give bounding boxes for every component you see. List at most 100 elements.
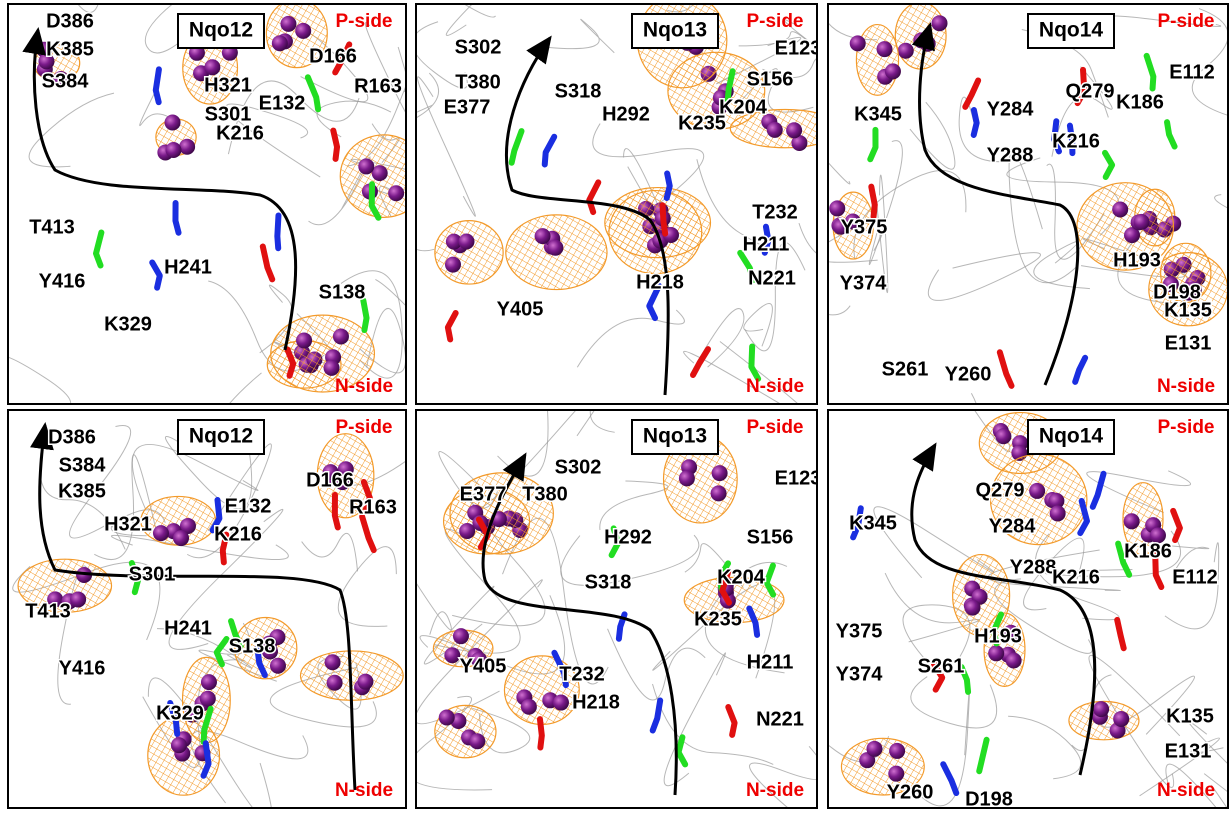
- water-sphere: [995, 428, 1011, 444]
- water-sphere: [459, 523, 475, 539]
- water-sphere: [272, 35, 288, 51]
- residue-label: T413: [29, 216, 75, 238]
- water-sphere: [153, 525, 169, 541]
- residue-label: D386: [46, 10, 94, 32]
- water-sphere: [1134, 214, 1150, 230]
- residue-label: K186: [1124, 540, 1172, 562]
- residue-label: Y374: [836, 663, 884, 685]
- residue-label: S156: [747, 68, 794, 90]
- residue-label: E132: [225, 495, 272, 517]
- water-sphere: [445, 257, 461, 273]
- residue-label: Y374: [840, 272, 888, 294]
- water-sphere: [325, 654, 341, 670]
- residue-stick: [175, 203, 178, 233]
- residue-label: Y405: [497, 298, 544, 320]
- water-sphere: [1113, 711, 1129, 727]
- residue-label: S138: [229, 635, 276, 657]
- residue-label: S156: [747, 526, 794, 548]
- water-sphere: [70, 591, 86, 607]
- residue-label: H292: [602, 103, 650, 125]
- n-side-label: N-side: [746, 376, 804, 397]
- residue-label: S384: [42, 70, 90, 92]
- p-side-label: P-side: [746, 417, 803, 438]
- residue-label: Q279: [976, 479, 1025, 501]
- water-sphere: [296, 332, 312, 348]
- water-sphere: [898, 43, 914, 59]
- residue-label: T232: [559, 663, 605, 685]
- panel-title: Nqo13: [643, 19, 707, 42]
- water-sphere: [459, 234, 475, 250]
- water-sphere: [1050, 505, 1066, 521]
- panel-title: Nqo14: [1039, 19, 1104, 42]
- residue-label: K216: [214, 523, 262, 545]
- water-sphere: [444, 647, 460, 663]
- residue-label: K329: [156, 702, 204, 724]
- panel-title: Nqo13: [643, 425, 707, 448]
- n-side-label: N-side: [746, 780, 804, 801]
- residue-label: H321: [104, 513, 152, 535]
- residue-stick: [363, 300, 366, 330]
- residue-label: N221: [756, 708, 804, 730]
- water-sphere: [165, 114, 181, 130]
- residue-label: Y260: [945, 363, 992, 385]
- residue-label: T232: [752, 201, 798, 223]
- water-sphere: [201, 674, 217, 690]
- water-sphere: [553, 695, 569, 711]
- residue-label: E131: [1165, 740, 1212, 762]
- residue-label: E131: [1165, 332, 1212, 354]
- water-sphere: [1112, 201, 1128, 217]
- water-sphere: [171, 737, 187, 753]
- water-sphere: [388, 185, 404, 201]
- water-sphere: [679, 470, 695, 486]
- water-sphere: [173, 530, 189, 546]
- water-sphere: [469, 733, 485, 749]
- density-mesh: [435, 221, 503, 284]
- residue-label: Y288: [1010, 556, 1057, 578]
- residue-label: D198: [965, 788, 1013, 810]
- residue-label: H292: [604, 526, 652, 548]
- backbone-trace: [0, 657, 8, 725]
- n-side-label: N-side: [1157, 376, 1215, 397]
- water-sphere: [866, 741, 882, 757]
- water-sphere: [547, 240, 563, 256]
- residue-label: R163: [354, 75, 402, 97]
- residue-label: D386: [48, 426, 96, 448]
- water-sphere: [165, 142, 181, 158]
- residue-label: Y375: [841, 216, 888, 238]
- residue-label: K216: [216, 122, 264, 144]
- residue-label: S302: [455, 36, 502, 58]
- residue-label: D166: [306, 469, 354, 491]
- panel-title: Nqo12: [189, 19, 253, 42]
- water-sphere: [877, 41, 893, 57]
- water-sphere: [280, 16, 296, 32]
- residue-label: E123: [775, 37, 822, 59]
- n-side-label: N-side: [335, 780, 393, 801]
- residue-label: E377: [460, 483, 507, 505]
- residue-label: T380: [522, 483, 568, 505]
- water-sphere: [885, 63, 901, 79]
- residue-label: K385: [58, 480, 106, 502]
- residue-label: Y416: [39, 270, 86, 292]
- residue-label: R163: [349, 496, 397, 518]
- residue-label: K135: [1164, 299, 1212, 321]
- residue-label: Q279: [1066, 80, 1115, 102]
- residue-stick: [667, 173, 670, 198]
- water-sphere: [889, 743, 905, 759]
- residue-stick: [974, 110, 977, 135]
- residue-label: K235: [694, 608, 742, 630]
- water-sphere: [270, 658, 286, 674]
- residue-label: T413: [25, 600, 71, 622]
- p-side-label: P-side: [746, 11, 803, 32]
- residue-label: Y284: [989, 515, 1037, 537]
- panel-title: Nqo14: [1039, 425, 1104, 448]
- residue-label: Y288: [987, 144, 1034, 166]
- residue-stick: [335, 495, 338, 528]
- residue-stick: [333, 131, 337, 159]
- water-sphere: [357, 674, 373, 690]
- water-sphere: [535, 228, 551, 244]
- water-sphere: [1093, 701, 1109, 717]
- residue-label: T380: [455, 71, 501, 93]
- residue-label: S318: [555, 80, 602, 102]
- water-sphere: [850, 35, 866, 51]
- residue-label: H241: [164, 617, 212, 639]
